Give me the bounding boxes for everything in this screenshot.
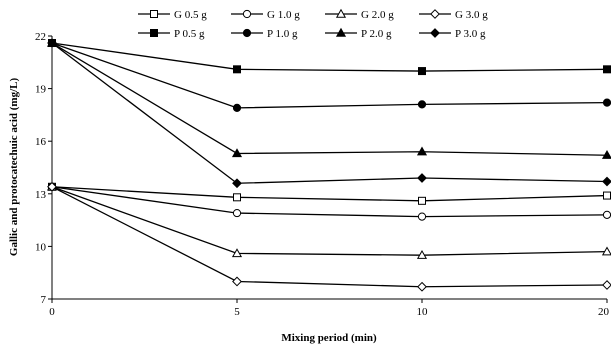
legend-label: P 1.0 g <box>267 28 298 40</box>
series-line <box>51 42 608 156</box>
legend-item: G 2.0 g <box>325 8 394 21</box>
x-tick-label: 10 <box>417 306 429 318</box>
y-tick-label: 13 <box>35 189 47 201</box>
legend: G 0.5 g G 1.0 g G 2.0 g G 3.0 g P 0.5 g P 1.0… <box>138 8 488 40</box>
legend-marker <box>430 9 440 19</box>
data-point <box>418 196 426 205</box>
data-point <box>417 173 427 183</box>
data-point <box>417 100 427 109</box>
x-tick-label: 20 <box>598 306 610 318</box>
legend-item: G 3.0 g <box>419 9 488 21</box>
legend-marker <box>335 27 347 37</box>
y-tick-label: 10 <box>35 241 47 253</box>
series-p-3-0-g <box>47 38 611 189</box>
data-point <box>416 249 428 259</box>
data-point <box>232 178 242 189</box>
legend-label: P 2.0 g <box>361 28 392 40</box>
axes <box>51 36 607 300</box>
series-g-2-0-g <box>46 181 611 259</box>
legend-label: G 1.0 g <box>267 9 300 21</box>
data-point <box>231 248 243 258</box>
data-point <box>233 65 241 74</box>
data-point <box>232 208 242 218</box>
data-point <box>417 212 427 221</box>
legend-marker <box>335 8 347 18</box>
series-p-1-0-g <box>47 38 611 112</box>
legend-label: G 0.5 g <box>174 9 207 21</box>
y-axis-title: Gallic and protocatechuic acid (mg/L) <box>8 78 20 257</box>
y-tick-label: 22 <box>35 31 46 43</box>
y-ticks: 7 10 13 16 19 22 <box>35 31 52 306</box>
series-line <box>51 42 608 184</box>
data-point <box>601 150 611 159</box>
legend-item: G 0.5 g <box>138 9 207 21</box>
x-tick-label: 0 <box>49 306 55 318</box>
data-point <box>603 191 611 200</box>
data-point <box>232 276 242 287</box>
data-point <box>602 280 611 290</box>
series-p-2-0-g <box>46 37 611 159</box>
series-line <box>51 42 608 72</box>
series-g-0-5-g <box>48 182 611 205</box>
series-line <box>51 186 608 288</box>
data-point <box>416 146 428 156</box>
legend-marker <box>150 10 158 18</box>
data-point <box>602 98 611 107</box>
series-line <box>51 186 608 202</box>
legend-label: P 0.5 g <box>174 28 205 40</box>
data-point <box>603 65 611 74</box>
x-ticks: 0 5 10 20 <box>49 299 610 318</box>
y-tick-label: 19 <box>35 84 47 96</box>
series-line <box>51 42 608 109</box>
data-point <box>231 148 243 158</box>
legend-label: G 2.0 g <box>361 9 394 21</box>
data-point <box>233 193 241 202</box>
data-point <box>232 103 242 112</box>
x-axis-title: Mixing period (min) <box>281 332 377 344</box>
data-point <box>601 246 611 256</box>
x-tick-label: 5 <box>234 306 240 318</box>
legend-item: P 1.0 g <box>231 28 298 40</box>
series-p-0-5-g <box>48 39 611 76</box>
legend-item: G 1.0 g <box>231 9 300 21</box>
data-point <box>602 210 611 219</box>
data-point <box>417 281 427 292</box>
legend-marker <box>150 29 158 37</box>
legend-label: P 3.0 g <box>455 28 486 40</box>
legend-marker <box>242 9 252 19</box>
y-tick-label: 7 <box>41 294 47 306</box>
legend-marker <box>242 28 252 38</box>
series-line <box>51 186 608 256</box>
legend-item: P 2.0 g <box>325 27 392 40</box>
data-point <box>418 67 426 76</box>
legend-marker <box>430 28 440 38</box>
data-point <box>602 176 611 187</box>
legend-item: P 3.0 g <box>419 28 486 40</box>
series-g-3-0-g <box>47 181 611 292</box>
series-line <box>51 186 608 218</box>
data-point <box>47 181 57 192</box>
legend-item: P 0.5 g <box>138 28 205 40</box>
series-g-1-0-g <box>47 182 611 221</box>
y-tick-label: 16 <box>35 136 47 148</box>
series-group <box>46 37 611 292</box>
legend-label: G 3.0 g <box>455 9 488 21</box>
data-point <box>47 38 57 48</box>
